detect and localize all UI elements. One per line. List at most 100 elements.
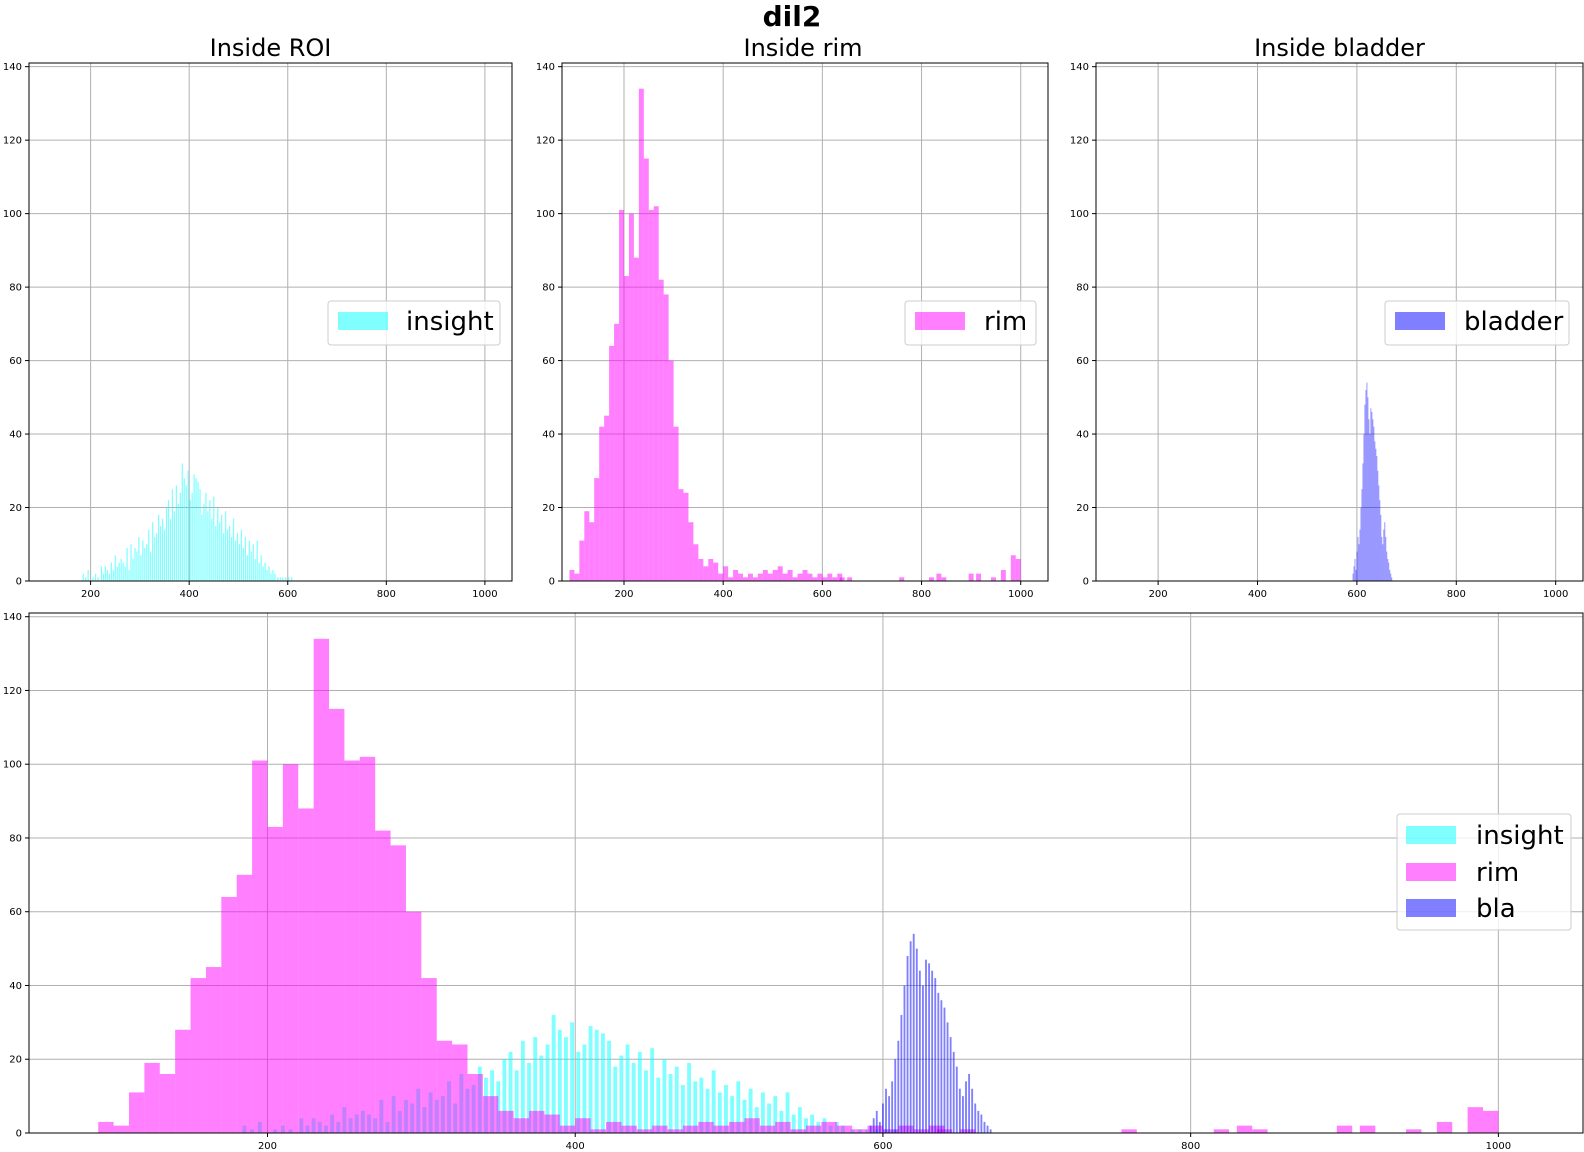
x-tick-label: 400 (1248, 589, 1267, 600)
panel-inside-roi: Inside ROI 200 400 600 800 1000 0 20 40 60 80 100 1… (3, 34, 513, 600)
histogram-bar-bladder (1362, 463, 1364, 581)
histogram-bar-rim (1336, 1125, 1353, 1133)
histogram-bar-insight (668, 1073, 673, 1133)
histogram-bar-rim (98, 1121, 114, 1133)
histogram-bar-bladder (1386, 551, 1388, 581)
histogram-bar-insight (110, 562, 112, 581)
histogram-bar-rim (752, 577, 758, 581)
histogram-bar-insight (134, 547, 136, 581)
histogram-bar-insight (152, 522, 154, 581)
histogram-bar-bladder (1355, 569, 1357, 581)
y-tick-label: 0 (1083, 577, 1089, 588)
histogram-bar-rim (733, 569, 739, 581)
histogram-bar-rim (822, 577, 828, 581)
histogram-bar-insight (282, 577, 284, 581)
histogram-bar-insight (158, 514, 160, 581)
histogram-bar-insight (195, 478, 197, 581)
histogram-bar-bladder (946, 1022, 949, 1133)
histogram-bar-insight (588, 1026, 593, 1133)
histogram-bar-insight (100, 566, 103, 581)
histogram-bar-insight (533, 1037, 538, 1133)
histogram-bar-bladder (1381, 536, 1383, 581)
histogram-bar-insight (114, 555, 116, 581)
histogram-bar-insight (594, 1029, 599, 1133)
histogram-bar-rim (882, 1129, 899, 1133)
histogram-bar-bladder (1367, 397, 1369, 581)
histogram-bar-bladder (878, 1121, 881, 1133)
legend-patch-combined-rim (1406, 863, 1456, 881)
histogram-bar-bladder (1369, 434, 1371, 581)
y-tick-label: 40 (9, 981, 22, 992)
histogram-bar-rim (772, 569, 778, 581)
legend-patch-combined-insight (1406, 826, 1456, 844)
histogram-bar-rim (452, 1044, 468, 1133)
bars-roi (82, 463, 293, 581)
histogram-bar-rim (628, 213, 634, 581)
histogram-bar-insight (242, 547, 245, 581)
y-tick-label: 40 (9, 430, 22, 441)
histogram-bar-bladder (918, 970, 921, 1133)
histogram-bar-insight (631, 1062, 636, 1133)
histogram-bar-insight (219, 522, 221, 581)
histogram-bar-rim (589, 522, 595, 581)
histogram-bar-insight (705, 1088, 710, 1133)
histogram-bar-rim (837, 573, 843, 581)
histogram-bar-rim (839, 577, 845, 581)
histogram-bar-bladder (891, 1081, 894, 1133)
histogram-bar-insight (181, 463, 183, 581)
panel-title-roi: Inside ROI (210, 34, 332, 62)
histogram-bar-insight (85, 577, 87, 581)
histogram-bar-insight (730, 1096, 735, 1133)
x-tick-label: 400 (566, 1141, 585, 1152)
histogram-bar-bladder (885, 1088, 887, 1133)
histogram-bar-insight (607, 1040, 611, 1133)
histogram-bar-rim (744, 1118, 760, 1133)
y-tick-label: 20 (1076, 503, 1089, 514)
histogram-bar-bladder (949, 1037, 952, 1133)
histogram-bar-insight (173, 511, 176, 581)
histogram-bar-bladder (869, 1125, 872, 1133)
histogram-bar-bladder (882, 1103, 884, 1133)
histogram-bar-bladder (1372, 419, 1374, 581)
histogram-bar-rim (747, 573, 753, 581)
histogram-bar-rim (928, 577, 934, 581)
histogram-bar-insight (215, 525, 217, 581)
x-tick-label: 1000 (1486, 1141, 1511, 1152)
histogram-bar-bladder (1389, 569, 1391, 581)
histogram-bar-rim (777, 566, 783, 581)
y-tick-label: 100 (536, 209, 555, 220)
histogram-bar-insight (142, 540, 144, 581)
histogram-bar-bladder (1382, 544, 1384, 581)
y-tick-label: 120 (536, 136, 555, 147)
histogram-bar-insight (163, 529, 166, 581)
histogram-bar-insight (122, 562, 124, 581)
histogram-bar-rim (759, 1125, 776, 1133)
histogram-bar-bladder (952, 1051, 955, 1133)
histogram-bar-insight (236, 533, 239, 581)
histogram-bar-insight (221, 514, 223, 581)
histogram-bar-insight (104, 566, 107, 581)
histogram-bar-bladder (909, 941, 912, 1133)
histogram-bar-rim (559, 1125, 576, 1133)
histogram-bar-insight (136, 551, 138, 581)
ticks-roi: 200 400 600 800 1000 0 20 40 60 80 100 120 140 (3, 62, 498, 600)
histogram-bar-insight (108, 573, 110, 581)
histogram-bar-insight (264, 562, 266, 581)
histogram-bar-rim (990, 577, 996, 581)
histogram-bar-rim (698, 558, 704, 581)
histogram-bar-insight (288, 577, 290, 581)
histogram-bar-rim (529, 1110, 545, 1133)
histogram-bar-bladder (1385, 536, 1387, 581)
histogram-bar-insight (804, 1118, 808, 1133)
histogram-bar-bladder (872, 1118, 875, 1133)
histogram-bar-bladder (1378, 485, 1380, 581)
histogram-bar-rim (821, 1121, 837, 1133)
histogram-bar-rim (832, 577, 838, 581)
histogram-bar-rim (678, 489, 684, 581)
histogram-bar-rim (1015, 558, 1021, 581)
histogram-bar-rim (812, 577, 818, 581)
histogram-bar-bladder (1353, 566, 1355, 581)
histogram-bar-rim (658, 279, 664, 581)
histogram-bar-insight (150, 551, 152, 581)
histogram-bar-rim (827, 573, 833, 581)
